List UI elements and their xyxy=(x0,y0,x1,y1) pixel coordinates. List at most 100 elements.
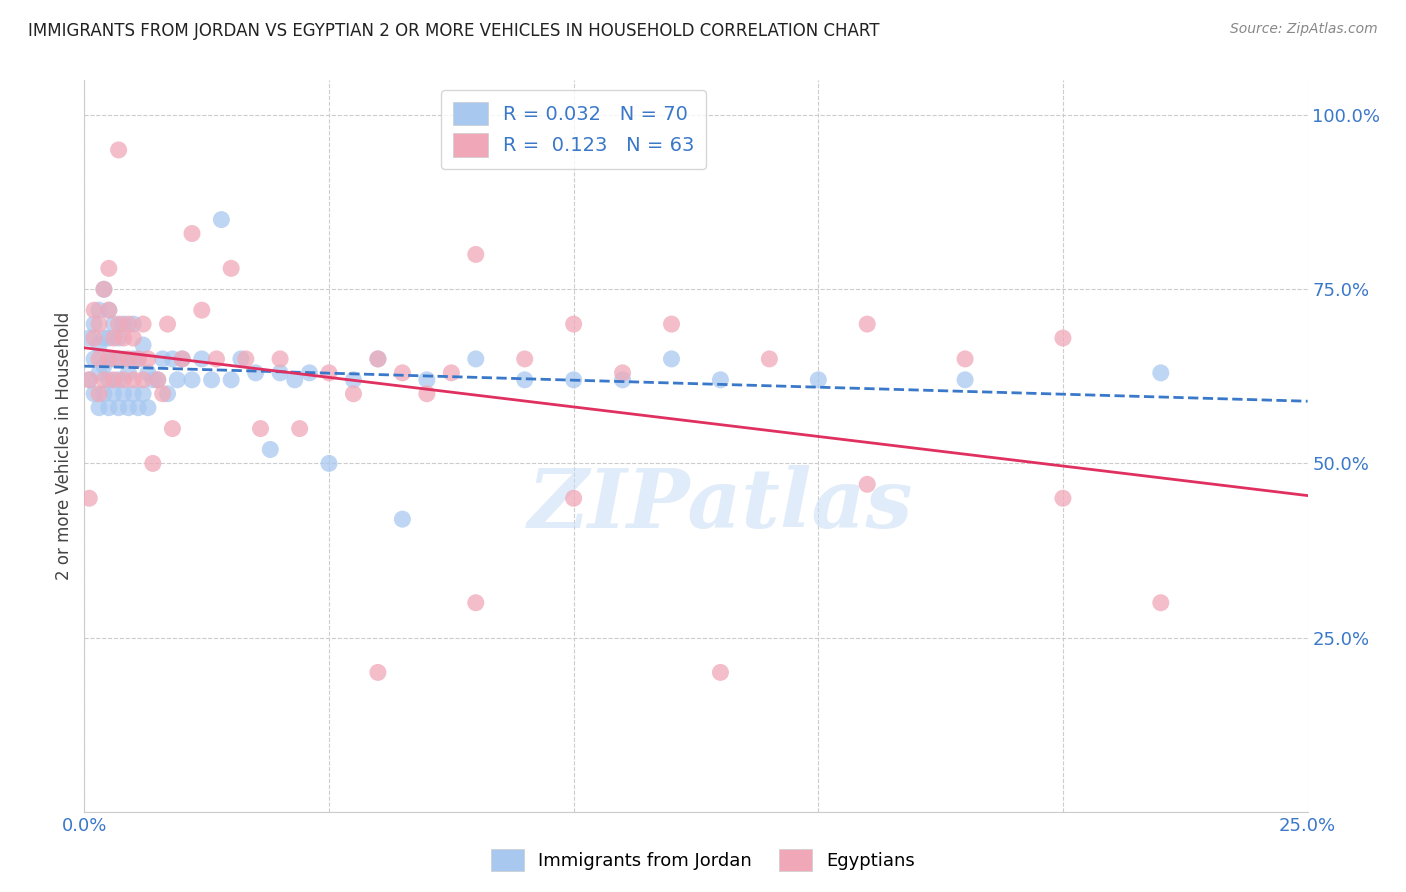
Point xyxy=(367,665,389,680)
Point xyxy=(152,386,174,401)
Point xyxy=(93,386,115,401)
Point xyxy=(77,373,100,387)
Legend: R = 0.032   N = 70, R =  0.123   N = 63: R = 0.032 N = 70, R = 0.123 N = 63 xyxy=(441,90,706,169)
Point xyxy=(612,373,634,387)
Point xyxy=(953,373,976,387)
Point xyxy=(87,351,110,366)
Point xyxy=(391,512,413,526)
Point xyxy=(807,373,830,387)
Point xyxy=(1052,331,1074,345)
Point xyxy=(758,351,780,366)
Point xyxy=(391,366,413,380)
Point xyxy=(416,386,439,401)
Point xyxy=(87,303,110,318)
Point xyxy=(181,373,204,387)
Point xyxy=(112,331,135,345)
Point xyxy=(103,386,125,401)
Point xyxy=(122,351,145,366)
Point xyxy=(172,351,194,366)
Text: Source: ZipAtlas.com: Source: ZipAtlas.com xyxy=(1230,22,1378,37)
Point xyxy=(219,261,242,276)
Point xyxy=(342,386,364,401)
Point xyxy=(464,351,486,366)
Point xyxy=(146,373,169,387)
Point xyxy=(562,317,585,331)
Point xyxy=(191,351,214,366)
Point xyxy=(146,373,169,387)
Point xyxy=(259,442,281,457)
Point xyxy=(97,351,120,366)
Point xyxy=(97,303,120,318)
Point xyxy=(117,317,139,331)
Point xyxy=(440,366,463,380)
Legend: Immigrants from Jordan, Egyptians: Immigrants from Jordan, Egyptians xyxy=(484,842,922,879)
Point xyxy=(103,351,125,366)
Point xyxy=(416,373,439,387)
Point xyxy=(112,317,135,331)
Point xyxy=(464,596,486,610)
Point xyxy=(269,351,291,366)
Point xyxy=(156,386,179,401)
Point xyxy=(367,351,389,366)
Point xyxy=(83,351,105,366)
Point xyxy=(93,359,115,373)
Point xyxy=(513,373,536,387)
Point xyxy=(112,373,135,387)
Point xyxy=(464,247,486,261)
Point xyxy=(103,317,125,331)
Point xyxy=(87,338,110,352)
Point xyxy=(93,331,115,345)
Point xyxy=(122,331,145,345)
Point xyxy=(152,351,174,366)
Point xyxy=(136,401,159,415)
Point xyxy=(77,373,100,387)
Point xyxy=(87,386,110,401)
Text: IMMIGRANTS FROM JORDAN VS EGYPTIAN 2 OR MORE VEHICLES IN HOUSEHOLD CORRELATION C: IMMIGRANTS FROM JORDAN VS EGYPTIAN 2 OR … xyxy=(28,22,880,40)
Point xyxy=(107,331,129,345)
Point xyxy=(136,351,159,366)
Point xyxy=(77,491,100,506)
Point xyxy=(83,331,105,345)
Point xyxy=(127,351,149,366)
Point xyxy=(117,366,139,380)
Point xyxy=(709,665,731,680)
Point xyxy=(97,303,120,318)
Point xyxy=(249,421,271,435)
Point xyxy=(181,227,204,241)
Point xyxy=(562,491,585,506)
Point xyxy=(284,373,307,387)
Point xyxy=(107,373,129,387)
Point xyxy=(318,457,340,471)
Point xyxy=(87,401,110,415)
Point xyxy=(162,421,184,435)
Y-axis label: 2 or more Vehicles in Household: 2 or more Vehicles in Household xyxy=(55,312,73,580)
Point xyxy=(77,331,100,345)
Point xyxy=(97,401,120,415)
Point xyxy=(132,373,155,387)
Point xyxy=(235,351,257,366)
Text: ZIPatlas: ZIPatlas xyxy=(527,465,912,544)
Point xyxy=(117,401,139,415)
Point xyxy=(288,421,311,435)
Point xyxy=(97,373,120,387)
Point xyxy=(318,366,340,380)
Point xyxy=(93,282,115,296)
Point xyxy=(97,331,120,345)
Point xyxy=(172,351,194,366)
Point xyxy=(107,401,129,415)
Point xyxy=(107,317,129,331)
Point xyxy=(298,366,321,380)
Point xyxy=(103,331,125,345)
Point xyxy=(367,351,389,366)
Point xyxy=(97,261,120,276)
Point xyxy=(112,386,135,401)
Point xyxy=(245,366,267,380)
Point xyxy=(107,143,129,157)
Point xyxy=(269,366,291,380)
Point xyxy=(132,386,155,401)
Point xyxy=(205,351,228,366)
Point xyxy=(219,373,242,387)
Point xyxy=(709,373,731,387)
Point xyxy=(83,317,105,331)
Point xyxy=(87,366,110,380)
